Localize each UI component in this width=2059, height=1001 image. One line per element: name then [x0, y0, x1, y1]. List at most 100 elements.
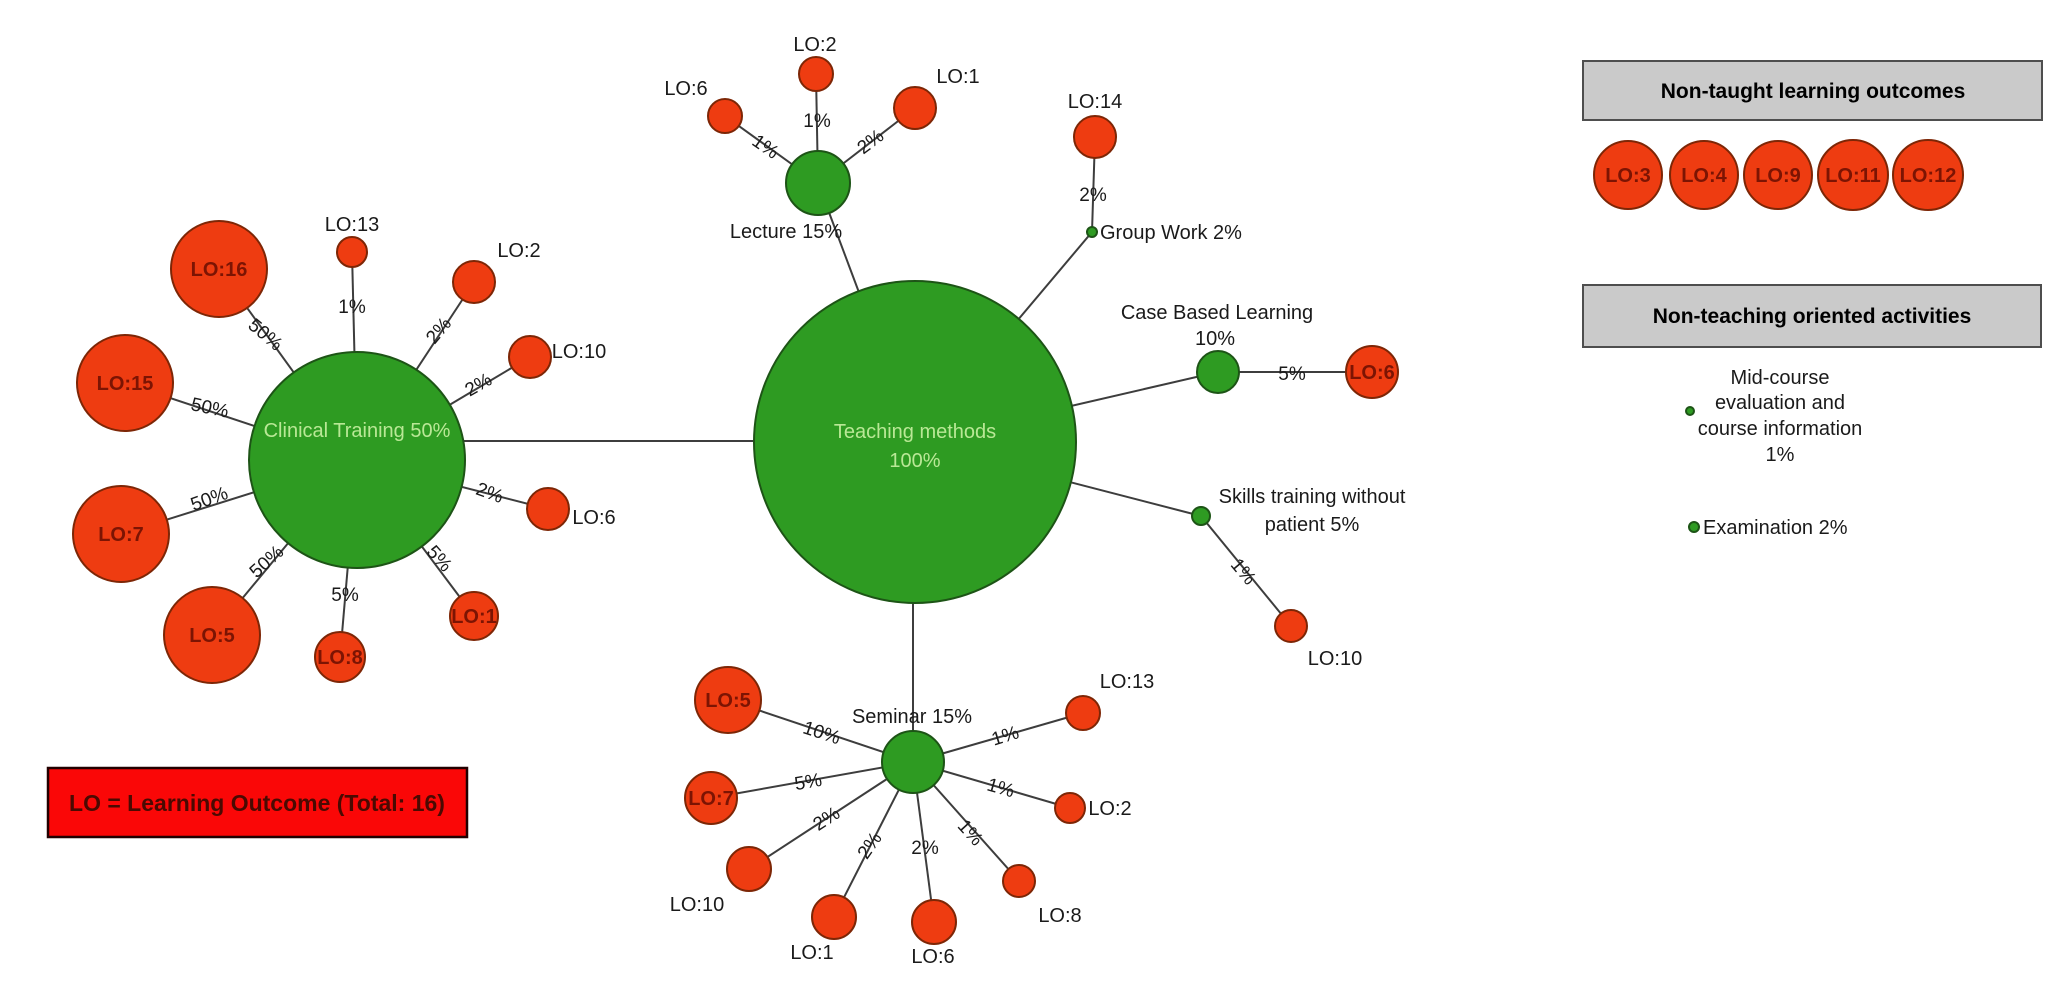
group-work-label: Group Work 2% [1100, 222, 1242, 244]
legend-non-taught-box [1582, 60, 2043, 121]
lecture-lo1-label: LO:1 [936, 66, 979, 88]
seminar-lo7-pct: 5% [793, 770, 824, 795]
clinical-lo10-pct: 2% [462, 369, 496, 401]
legend-activities-box [1582, 284, 2042, 348]
edge-seminar-lo7 [710, 761, 914, 799]
node-clinical-lo10 [508, 335, 552, 379]
skills-lo10-pct: 1% [1226, 555, 1260, 590]
seminar-label: Seminar 15% [852, 706, 972, 728]
clinical-lo16-pct: 50% [244, 315, 287, 356]
seminar-lo8-label: LO:8 [1038, 905, 1081, 927]
casebased-lo6-label: LO:6 [1349, 362, 1395, 384]
node-legend-lo12 [1892, 139, 1964, 211]
skills-label-line2: patient 5% [1265, 514, 1360, 536]
note-text: LO = Learning Outcome (Total: 16) [69, 790, 445, 816]
edge-seminar-lo10 [748, 761, 914, 870]
clinical-lo15-pct: 50% [189, 394, 231, 422]
node-seminar-lo1 [811, 894, 857, 940]
node-case-based-learning [1196, 350, 1240, 394]
node-skills-training [1191, 506, 1211, 526]
examination-label: Examination 2% [1703, 517, 1848, 539]
clinical-lo2-label: LO:2 [497, 240, 540, 262]
seminar-lo2-label: LO:2 [1088, 798, 1131, 820]
seminar-lo2-pct: 1% [984, 775, 1016, 803]
clinical-lo13-pct: 1% [338, 297, 366, 318]
node-seminar [881, 730, 945, 794]
case-based-pct: 10% [1195, 328, 1235, 350]
legend-lo4-label: LO:4 [1681, 165, 1727, 187]
clinical-lo15-label: LO:15 [97, 373, 154, 395]
node-clinical-lo6 [526, 487, 570, 531]
edge-skills-lo10 [1200, 515, 1292, 627]
node-lecture-lo2 [798, 56, 834, 92]
seminar-lo10-label: LO:10 [670, 894, 724, 916]
groupwork-lo14-pct: 2% [1079, 185, 1107, 206]
legend-activities: Non-teaching oriented activities Mid-cou… [1582, 284, 2042, 539]
legend-lo12-label: LO:12 [1900, 165, 1957, 187]
node-seminar-lo10 [726, 846, 772, 892]
clinical-lo2-pct: 2% [422, 314, 456, 349]
lecture-label: Lecture 15% [730, 221, 843, 243]
node-legend-lo4 [1669, 140, 1739, 210]
clinical-lo6-label: LO:6 [572, 507, 615, 529]
seminar-lo13-label: LO:13 [1100, 671, 1154, 693]
node-lecture-lo6 [707, 98, 743, 134]
node-casebased-lo6 [1345, 345, 1399, 399]
midcourse-line3: course information [1698, 418, 1863, 440]
legend-activities-title: Non-teaching oriented activities [1653, 305, 1972, 328]
node-lecture-lo1 [893, 86, 937, 130]
clinical-lo1-pct: 5% [422, 542, 456, 577]
node-legend-lo9 [1743, 140, 1813, 210]
node-legend-lo11 [1817, 139, 1889, 211]
clinical-lo6-pct: 2% [473, 479, 506, 508]
clinical-lo10-label: LO:10 [552, 341, 606, 363]
node-group-work [1086, 226, 1098, 238]
clinical-lo7-pct: 50% [188, 483, 231, 516]
seminar-lo5-label: LO:5 [705, 690, 751, 712]
node-seminar-lo6 [911, 899, 957, 945]
node-clinical-lo7 [72, 485, 170, 583]
clinical-lo16-label: LO:16 [191, 259, 248, 281]
seminar-lo6-pct: 2% [911, 838, 939, 859]
node-lecture [785, 150, 851, 216]
node-seminar-lo2 [1054, 792, 1086, 824]
midcourse-line1: Mid-course [1731, 367, 1830, 389]
clinical-lo1-label: LO:1 [451, 606, 497, 628]
legend-lo9-label: LO:9 [1755, 165, 1801, 187]
legend-lo3-label: LO:3 [1605, 165, 1651, 187]
lecture-lo2-label: LO:2 [793, 34, 836, 56]
note-box [46, 766, 469, 839]
seminar-lo10-pct: 2% [810, 803, 845, 836]
lecture-lo-nodes [707, 56, 937, 134]
midcourse-line2: evaluation and [1715, 392, 1845, 414]
midcourse-line4: 1% [1766, 444, 1795, 466]
node-seminar-lo7 [684, 771, 738, 825]
node-seminar-lo5 [694, 666, 762, 734]
clinical-lo5-label: LO:5 [189, 625, 235, 647]
seminar-lo5-pct: 10% [800, 718, 843, 750]
lecture-lo6-label: LO:6 [664, 78, 707, 100]
seminar-lo1-label: LO:1 [790, 942, 833, 964]
node-clinical-lo16 [170, 220, 268, 318]
seminar-lo13-pct: 1% [989, 722, 1022, 750]
node-legend-lo3 [1593, 140, 1663, 210]
midcourse-dot [1685, 406, 1695, 416]
hub-label-line2: 100% [889, 450, 940, 472]
clinical-lo8-label: LO:8 [317, 647, 363, 669]
seminar-lo8-pct: 1% [953, 816, 987, 851]
note-box-group: LO = Learning Outcome (Total: 16) [46, 766, 469, 839]
node-clinical-lo5 [163, 586, 261, 684]
seminar-lo-nodes [684, 666, 1101, 945]
node-seminar-lo13 [1065, 695, 1101, 731]
skills-label-line1: Skills training without [1219, 486, 1406, 508]
node-clinical-lo2 [452, 260, 496, 304]
node-seminar-lo8 [1002, 864, 1036, 898]
clinical-lo8-pct: 5% [331, 585, 359, 606]
seminar-lo1-pct: 2% [854, 829, 887, 864]
seminar-lo7-label: LO:7 [688, 788, 734, 810]
clinical-lo-nodes [72, 220, 570, 684]
hub-label-line1: Teaching methods [834, 421, 996, 443]
node-clinical-lo15 [76, 334, 174, 432]
clinical-lo7-label: LO:7 [98, 524, 144, 546]
